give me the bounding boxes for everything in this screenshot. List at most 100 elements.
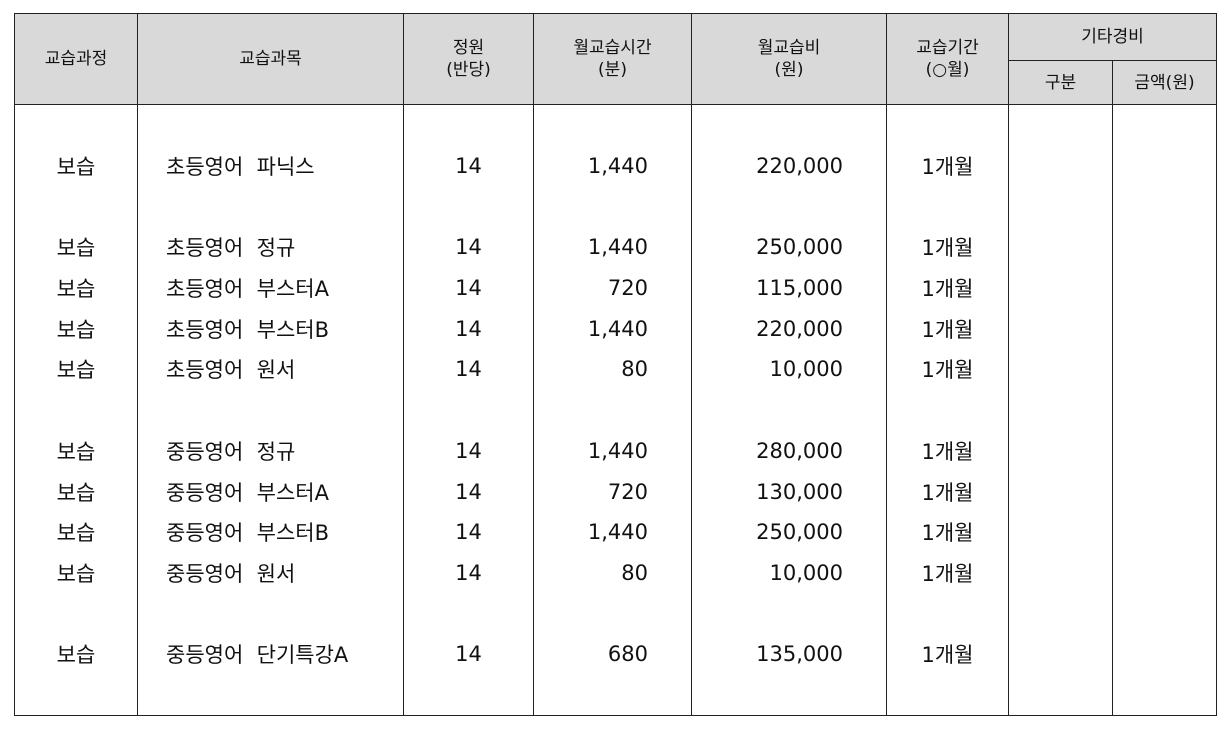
- cell-period: [886, 389, 1009, 431]
- cell-category: [1008, 186, 1113, 228]
- cell-course: 보습: [14, 471, 138, 512]
- header-course: 교습과정: [14, 13, 138, 105]
- cell-category: [1008, 104, 1113, 146]
- header-monthly-fee: 월교습비 (원): [691, 13, 887, 105]
- header-other-expenses: 기타경비: [1008, 13, 1217, 61]
- table-row: 보습 중등영어 원서 14 80 10,000 1개월: [14, 552, 1217, 594]
- cell-amount: [1112, 430, 1217, 472]
- cell-subject: 중등영어 부스터B: [137, 511, 404, 553]
- table-row: 보습 초등영어 파닉스 14 1,440 220,000 1개월: [14, 145, 1217, 187]
- cell-course: [14, 593, 138, 634]
- header-subject: 교습과목: [137, 13, 404, 105]
- cell-amount: [1112, 674, 1217, 717]
- header-category: 구분: [1008, 60, 1113, 105]
- cell-subject: 중등영어 단기특강A: [137, 633, 404, 675]
- cell-subject: 초등영어 파닉스: [137, 145, 404, 187]
- cell-fee: [691, 186, 887, 228]
- spacer-row: [14, 389, 1217, 431]
- cell-amount: [1112, 552, 1217, 594]
- cell-capacity: 14: [403, 308, 534, 350]
- cell-period: 1개월: [886, 227, 1009, 268]
- cell-subject: [137, 674, 404, 717]
- cell-amount: [1112, 633, 1217, 675]
- cell-subject: 중등영어 부스터A: [137, 471, 404, 512]
- cell-time: [533, 186, 692, 228]
- cell-course: 보습: [14, 308, 138, 350]
- cell-course: [14, 104, 138, 146]
- cell-period: 1개월: [886, 430, 1009, 472]
- header-amount: 금액(원): [1112, 60, 1217, 105]
- cell-course: 보습: [14, 511, 138, 553]
- table-row: 보습 중등영어 단기특강A 14 680 135,000 1개월: [14, 633, 1217, 675]
- cell-category: [1008, 674, 1113, 717]
- cell-category: [1008, 308, 1113, 350]
- cell-time: 1,440: [533, 430, 692, 472]
- cell-amount: [1112, 267, 1217, 309]
- table-row: 보습 중등영어 부스터B 14 1,440 250,000 1개월: [14, 511, 1217, 553]
- cell-course: 보습: [14, 633, 138, 675]
- cell-capacity: 14: [403, 471, 534, 512]
- cell-fee: [691, 674, 887, 717]
- header-monthly-time: 월교습시간 (분): [533, 13, 692, 105]
- table-row: 보습 초등영어 원서 14 80 10,000 1개월: [14, 349, 1217, 390]
- cell-period: 1개월: [886, 471, 1009, 512]
- cell-subject: 초등영어 부스터B: [137, 308, 404, 350]
- cell-fee: 220,000: [691, 308, 887, 350]
- cell-subject: 초등영어 부스터A: [137, 267, 404, 309]
- cell-fee: [691, 104, 887, 146]
- cell-capacity: [403, 593, 534, 634]
- cell-course: 보습: [14, 552, 138, 594]
- cell-period: 1개월: [886, 349, 1009, 390]
- cell-capacity: [403, 674, 534, 717]
- cell-capacity: 14: [403, 633, 534, 675]
- cell-amount: [1112, 308, 1217, 350]
- cell-category: [1008, 471, 1113, 512]
- cell-subject: 중등영어 정규: [137, 430, 404, 472]
- cell-fee: [691, 389, 887, 431]
- cell-capacity: [403, 389, 534, 431]
- cell-course: [14, 186, 138, 228]
- cell-category: [1008, 552, 1113, 594]
- cell-fee: 250,000: [691, 511, 887, 553]
- cell-subject: 중등영어 원서: [137, 552, 404, 594]
- cell-category: [1008, 593, 1113, 634]
- spacer-row: [14, 186, 1217, 228]
- cell-capacity: 14: [403, 145, 534, 187]
- cell-time: 80: [533, 552, 692, 594]
- cell-subject: 초등영어 정규: [137, 227, 404, 268]
- cell-period: [886, 186, 1009, 228]
- cell-period: 1개월: [886, 267, 1009, 309]
- cell-period: 1개월: [886, 552, 1009, 594]
- cell-course: [14, 389, 138, 431]
- cell-time: [533, 674, 692, 717]
- cell-capacity: [403, 104, 534, 146]
- cell-amount: [1112, 104, 1217, 146]
- cell-capacity: 14: [403, 552, 534, 594]
- cell-capacity: 14: [403, 430, 534, 472]
- cell-period: [886, 593, 1009, 634]
- cell-subject: [137, 186, 404, 228]
- cell-amount: [1112, 186, 1217, 228]
- cell-category: [1008, 267, 1113, 309]
- cell-time: 1,440: [533, 227, 692, 268]
- cell-period: 1개월: [886, 511, 1009, 553]
- cell-capacity: 14: [403, 511, 534, 553]
- cell-capacity: 14: [403, 267, 534, 309]
- cell-amount: [1112, 349, 1217, 390]
- cell-amount: [1112, 227, 1217, 268]
- cell-fee: 130,000: [691, 471, 887, 512]
- cell-period: 1개월: [886, 633, 1009, 675]
- cell-fee: 10,000: [691, 349, 887, 390]
- cell-subject: [137, 389, 404, 431]
- cell-course: 보습: [14, 227, 138, 268]
- cell-subject: 초등영어 원서: [137, 349, 404, 390]
- cell-period: [886, 104, 1009, 146]
- cell-course: 보습: [14, 349, 138, 390]
- cell-time: 720: [533, 471, 692, 512]
- cell-amount: [1112, 511, 1217, 553]
- spacer-row: [14, 674, 1217, 717]
- cell-category: [1008, 227, 1113, 268]
- cell-fee: 115,000: [691, 267, 887, 309]
- tuition-table: 교습과정 교습과목 정원 (반당) 월교습시간 (분) 월교습비 (원) 교습기간 (○…: [14, 13, 1217, 717]
- cell-category: [1008, 349, 1113, 390]
